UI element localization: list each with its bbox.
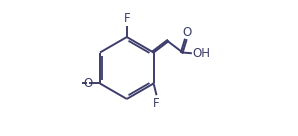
Text: O: O: [182, 26, 191, 39]
Text: F: F: [123, 12, 130, 25]
Text: O: O: [83, 77, 92, 90]
Text: F: F: [153, 97, 160, 110]
Text: OH: OH: [193, 47, 211, 60]
